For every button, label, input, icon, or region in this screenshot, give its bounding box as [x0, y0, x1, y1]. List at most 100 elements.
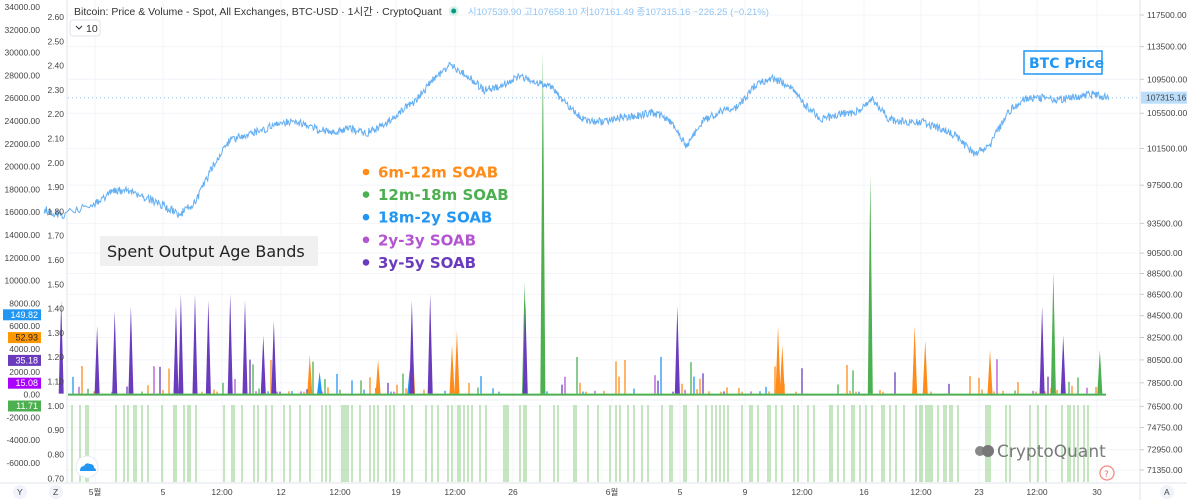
soab-spike — [173, 306, 179, 394]
cloud-button[interactable] — [75, 455, 99, 479]
time-axis-tick: 9 — [743, 487, 748, 497]
left-inner-tick: 1.10 — [47, 377, 64, 387]
left-inner-tick: 1.90 — [47, 182, 64, 192]
value-badge-text: 149.82 — [10, 310, 38, 320]
svg-text:A: A — [1164, 487, 1170, 497]
left-inner-tick: 2.20 — [47, 109, 64, 119]
left-outer-tick: 30000.00 — [5, 48, 41, 58]
soab-spike — [409, 300, 415, 394]
left-inner-tick: 1.80 — [47, 206, 64, 216]
left-outer-tick: 28000.00 — [5, 70, 41, 80]
left-outer-tick: 16000.00 — [5, 207, 41, 217]
left-inner-tick: 1.00 — [47, 401, 64, 411]
time-axis-tick: 26 — [508, 487, 518, 497]
time-axis-tick: 19 — [391, 487, 401, 497]
subtitle-box: Spent Output Age Bands — [100, 236, 318, 266]
left-outer-tick: 18000.00 — [5, 184, 41, 194]
left-inner-tick: 1.50 — [47, 279, 64, 289]
value-badge-text: 35.18 — [15, 355, 38, 365]
right-axis-tick: 101500.00 — [1147, 143, 1187, 153]
cloud-icon — [80, 463, 96, 471]
indicator-toggle-button[interactable]: 10 — [69, 19, 101, 37]
left-outer-tick: 14000.00 — [5, 230, 41, 240]
right-axis-tick: 90500.00 — [1147, 248, 1183, 258]
left-inner-tick: 0.90 — [47, 425, 64, 435]
time-axis[interactable]: 5월 5 12:00 12 12:00 19 12:00 26 6월 5 9 12:00 16 12:00… — [89, 487, 1102, 497]
right-axis-tick: 72950.00 — [1147, 445, 1183, 455]
soab-spike — [775, 325, 781, 394]
soab-spike — [1060, 335, 1066, 394]
left-outer-tick: -4000.00 — [6, 435, 40, 445]
time-axis-tick: 30 — [1092, 487, 1102, 497]
value-badge — [3, 309, 41, 321]
right-axis-tick: 105500.00 — [1147, 108, 1187, 118]
last-value-badges: 149.82 52.93 35.18 15.08 11.71 — [3, 309, 41, 412]
soab-spike — [540, 51, 546, 394]
soab-pane — [58, 51, 1103, 394]
legend-item: 3y-5y SOAB — [378, 254, 476, 272]
soab-spike — [779, 345, 785, 394]
left-inner-tick: 2.10 — [47, 134, 64, 144]
left-inner-tick: 1.40 — [47, 304, 64, 314]
right-axis-tick: 113500.00 — [1147, 42, 1187, 52]
right-axis-tick: 80500.00 — [1147, 355, 1183, 365]
svg-text:CryptoQuant: CryptoQuant — [997, 442, 1106, 462]
btc-price-text: BTC Price — [1029, 56, 1104, 72]
soab-spike — [1097, 349, 1103, 394]
legend-item: 6m-12m SOAB — [378, 164, 498, 182]
right-axis[interactable]: 117500.00 113500.00 109500.00 105500.00 1015… — [1140, 10, 1187, 475]
soab-spike — [522, 300, 528, 394]
left-outer-tick: 10000.00 — [5, 276, 41, 286]
value-badge — [8, 354, 41, 366]
z-axis-button[interactable]: Z — [49, 485, 63, 499]
right-axis-tick: 93500.00 — [1147, 218, 1183, 228]
right-axis-tick: 82500.00 — [1147, 333, 1183, 343]
value-badge-text: 52.93 — [15, 333, 38, 343]
left-axis-outer[interactable]: 34000.00 32000.00 30000.00 28000.00 26000.00… — [5, 2, 41, 468]
left-inner-tick: 2.60 — [47, 12, 64, 22]
value-badge-text: 15.08 — [15, 378, 38, 388]
auto-scale-button[interactable]: A — [1160, 485, 1174, 499]
soab-spike — [128, 306, 134, 394]
left-outer-tick: 26000.00 — [5, 93, 41, 103]
left-axis-inner[interactable]: 2.60 2.50 2.40 2.30 2.20 2.10 2.00 1.90 1.80 1.70… — [47, 12, 64, 484]
chart-title: Bitcoin: Price & Volume - Spot, All Exch… — [74, 6, 442, 18]
time-axis-tick: 5월 — [89, 487, 102, 497]
soab-spike — [260, 335, 266, 394]
soab-spike — [912, 325, 918, 394]
left-outer-tick: -2000.00 — [6, 412, 40, 422]
question-icon: ? — [1104, 470, 1109, 480]
btc-price-label: BTC Price — [1023, 50, 1104, 75]
left-outer-tick: 6000.00 — [9, 321, 40, 331]
y-axis-button[interactable]: Y — [13, 485, 27, 499]
help-button[interactable]: ? — [1099, 465, 1115, 481]
soab-spike — [227, 294, 233, 394]
soab-spike — [317, 371, 323, 394]
left-outer-tick: 20000.00 — [5, 162, 41, 172]
soab-spike — [375, 359, 381, 394]
soab-spike — [1050, 272, 1056, 394]
soab-spike — [307, 354, 313, 394]
left-inner-tick: 0.80 — [47, 449, 64, 459]
legend-dot-icon — [362, 191, 370, 198]
left-outer-tick: 12000.00 — [5, 253, 41, 263]
right-axis-tick: 76500.00 — [1147, 401, 1183, 411]
legend-item: 18m-2y SOAB — [378, 209, 492, 227]
legend-dot-icon — [362, 259, 370, 266]
time-axis-tick: 12:00 — [791, 487, 813, 497]
time-axis-tick: 12:00 — [211, 487, 233, 497]
left-inner-tick: 2.40 — [47, 61, 64, 71]
legend-dot-icon — [362, 213, 370, 221]
right-axis-tick: 97500.00 — [1147, 180, 1183, 190]
legend-dot-icon — [362, 236, 370, 244]
time-axis-tick: 5 — [161, 487, 166, 497]
soab-spike — [94, 325, 100, 394]
time-axis-tick: 23 — [974, 487, 984, 497]
time-axis-tick: 12:00 — [329, 487, 351, 497]
soab-spike — [192, 294, 198, 394]
ohlc-readout: 시107539.90 고107658.10 저107161.49 종107315… — [468, 7, 769, 18]
left-inner-tick: 0.70 — [47, 474, 64, 484]
left-inner-tick: 1.70 — [47, 231, 64, 241]
right-axis-tick: 78500.00 — [1147, 378, 1183, 388]
